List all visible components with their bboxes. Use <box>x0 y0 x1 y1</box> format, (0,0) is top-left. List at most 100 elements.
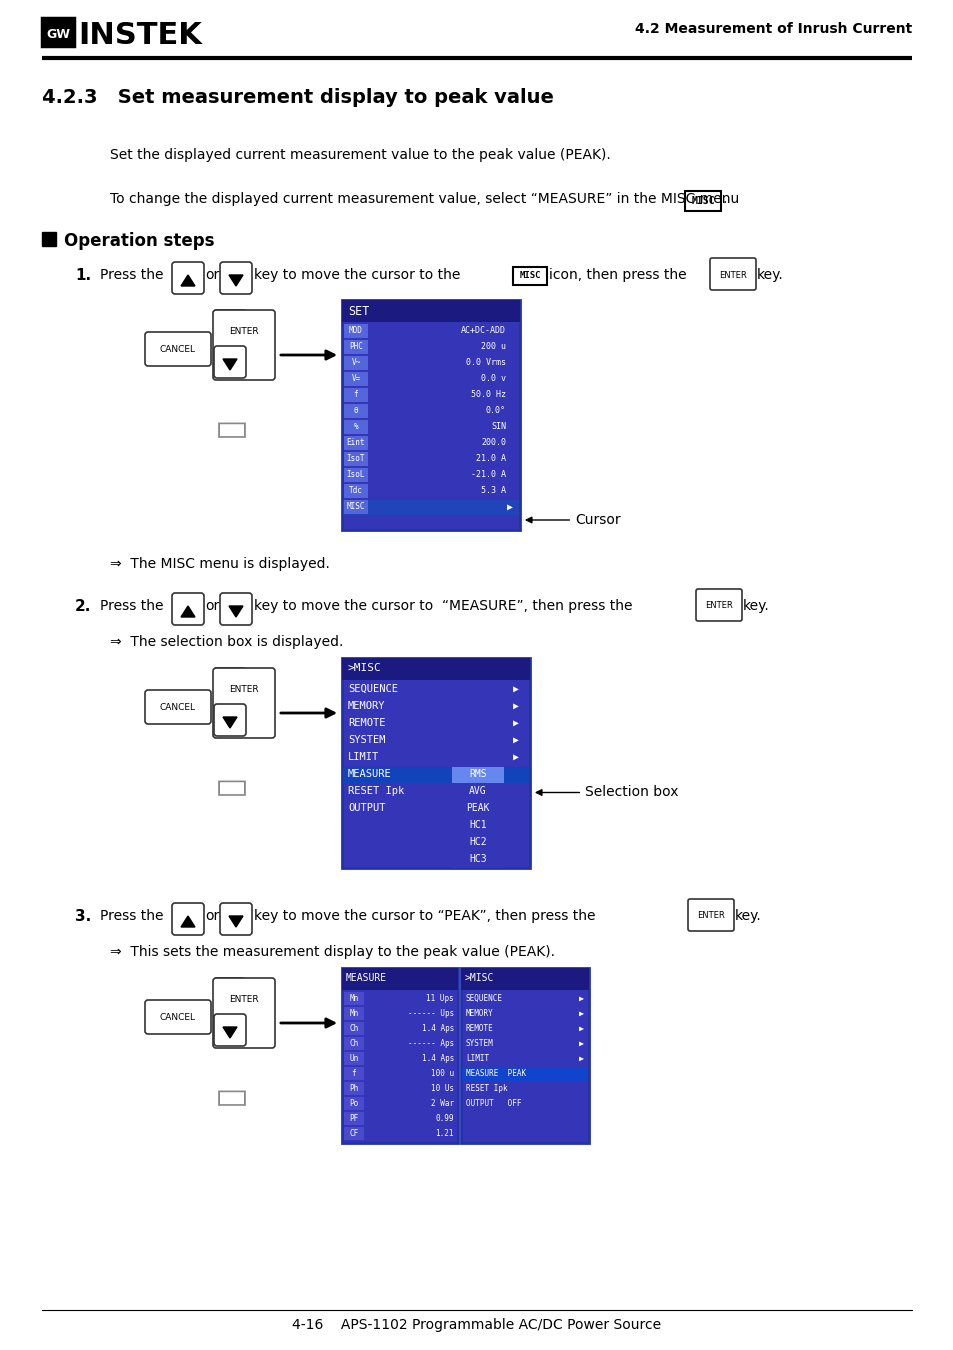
Text: 1.: 1. <box>75 269 91 284</box>
Text: AC+DC-ADD: AC+DC-ADD <box>460 325 505 335</box>
Text: .: . <box>722 192 726 207</box>
Bar <box>452 852 503 868</box>
Text: Set the displayed current measurement value to the peak value (PEAK).: Set the displayed current measurement va… <box>110 148 610 162</box>
Polygon shape <box>181 606 194 617</box>
Bar <box>452 818 503 834</box>
Text: Selection box: Selection box <box>536 786 678 799</box>
Text: ENTER: ENTER <box>229 327 258 336</box>
Text: REMOTE: REMOTE <box>348 718 385 728</box>
Text: MISC: MISC <box>691 196 714 207</box>
Polygon shape <box>223 991 236 1002</box>
Text: Mn: Mn <box>349 994 358 1003</box>
Text: MISC: MISC <box>346 502 365 512</box>
Text: 1.4 Aps: 1.4 Aps <box>421 1025 454 1033</box>
Text: MOD: MOD <box>349 325 362 335</box>
Text: MEASURE: MEASURE <box>348 769 392 779</box>
Text: ▶: ▶ <box>578 1025 583 1033</box>
Bar <box>344 1127 364 1139</box>
Text: 0.0 v: 0.0 v <box>480 374 505 383</box>
Text: >MISC: >MISC <box>348 663 381 674</box>
FancyBboxPatch shape <box>172 593 204 625</box>
Bar <box>344 356 368 370</box>
Text: INSTEK: INSTEK <box>78 22 202 50</box>
Text: key to move the cursor to  “MEASURE”, then press the: key to move the cursor to “MEASURE”, the… <box>253 599 632 613</box>
Bar <box>344 387 368 402</box>
Text: OUTPUT   OFF: OUTPUT OFF <box>465 1099 521 1108</box>
Text: OUTPUT: OUTPUT <box>348 803 385 813</box>
Text: SYSTEM: SYSTEM <box>348 734 385 745</box>
Bar <box>344 992 364 1004</box>
Text: Tdc: Tdc <box>349 486 362 495</box>
Text: V=: V= <box>351 374 360 383</box>
Text: CANCEL: CANCEL <box>160 1014 195 1022</box>
Text: ENTER: ENTER <box>719 270 746 279</box>
FancyBboxPatch shape <box>341 968 457 990</box>
Text: RESET Ipk: RESET Ipk <box>348 786 404 796</box>
Text: SYSTEM: SYSTEM <box>465 1040 494 1048</box>
Text: θ: θ <box>354 406 358 414</box>
Text: SET: SET <box>348 305 369 319</box>
Text: 4-16    APS-1102 Programmable AC/DC Power Source: 4-16 APS-1102 Programmable AC/DC Power S… <box>293 1318 660 1332</box>
Text: icon, then press the: icon, then press the <box>548 269 686 282</box>
FancyBboxPatch shape <box>172 262 204 294</box>
Text: Press the: Press the <box>100 909 163 923</box>
Text: ▶: ▶ <box>513 734 518 745</box>
Bar <box>344 1066 364 1080</box>
Text: MEASURE: MEASURE <box>346 973 387 983</box>
Bar <box>344 500 368 514</box>
Polygon shape <box>181 275 194 286</box>
FancyBboxPatch shape <box>460 968 588 1143</box>
FancyBboxPatch shape <box>687 899 733 931</box>
Text: RESET Ipk: RESET Ipk <box>465 1084 507 1094</box>
FancyBboxPatch shape <box>213 310 246 342</box>
Text: 4.2.3   Set measurement display to peak value: 4.2.3 Set measurement display to peak va… <box>42 88 554 107</box>
Bar <box>344 1037 364 1050</box>
Text: ✋: ✋ <box>215 1089 244 1107</box>
Polygon shape <box>223 323 236 333</box>
Text: CANCEL: CANCEL <box>160 703 195 713</box>
Text: ⇒  This sets the measurement display to the peak value (PEAK).: ⇒ This sets the measurement display to t… <box>110 945 555 958</box>
Text: RMS: RMS <box>469 769 486 779</box>
FancyBboxPatch shape <box>213 668 274 738</box>
Text: 2.: 2. <box>75 599 91 614</box>
Text: ▶: ▶ <box>578 1054 583 1062</box>
FancyBboxPatch shape <box>213 703 246 736</box>
Text: ▶: ▶ <box>513 718 518 728</box>
Text: PHC: PHC <box>349 342 362 351</box>
Text: Operation steps: Operation steps <box>64 232 214 250</box>
Text: Mn: Mn <box>349 1008 358 1018</box>
Text: ------ Aps: ------ Aps <box>407 1040 454 1048</box>
Text: HC2: HC2 <box>469 837 486 846</box>
Text: 100 u: 100 u <box>431 1069 454 1079</box>
FancyBboxPatch shape <box>696 589 741 621</box>
Text: SEQUENCE: SEQUENCE <box>465 994 502 1003</box>
Polygon shape <box>229 606 243 617</box>
Text: MEMORY: MEMORY <box>465 1008 494 1018</box>
Bar <box>452 784 503 801</box>
FancyBboxPatch shape <box>460 968 588 990</box>
Bar <box>344 485 368 498</box>
Text: To change the displayed current measurement value, select “MEASURE” in the MISC : To change the displayed current measurem… <box>110 192 739 207</box>
Bar <box>343 767 529 783</box>
Text: ------ Ups: ------ Ups <box>407 1008 454 1018</box>
Text: 4.2 Measurement of Inrush Current: 4.2 Measurement of Inrush Current <box>634 22 911 36</box>
Text: ▶: ▶ <box>578 1040 583 1048</box>
Bar <box>452 767 503 783</box>
Text: key to move the cursor to the: key to move the cursor to the <box>253 269 460 282</box>
Bar <box>344 373 368 386</box>
FancyBboxPatch shape <box>220 903 252 936</box>
Text: HC1: HC1 <box>469 819 486 830</box>
Text: f: f <box>354 390 358 400</box>
Text: Cursor: Cursor <box>526 513 620 526</box>
Bar <box>344 1007 364 1021</box>
Text: ▶: ▶ <box>507 502 513 512</box>
Text: Po: Po <box>349 1099 358 1108</box>
Polygon shape <box>223 680 236 693</box>
Text: PEAK: PEAK <box>466 803 489 813</box>
Polygon shape <box>229 917 243 927</box>
Polygon shape <box>181 917 194 927</box>
FancyBboxPatch shape <box>709 258 755 290</box>
Polygon shape <box>223 717 236 728</box>
Text: SIN: SIN <box>491 423 505 431</box>
FancyBboxPatch shape <box>145 690 211 724</box>
